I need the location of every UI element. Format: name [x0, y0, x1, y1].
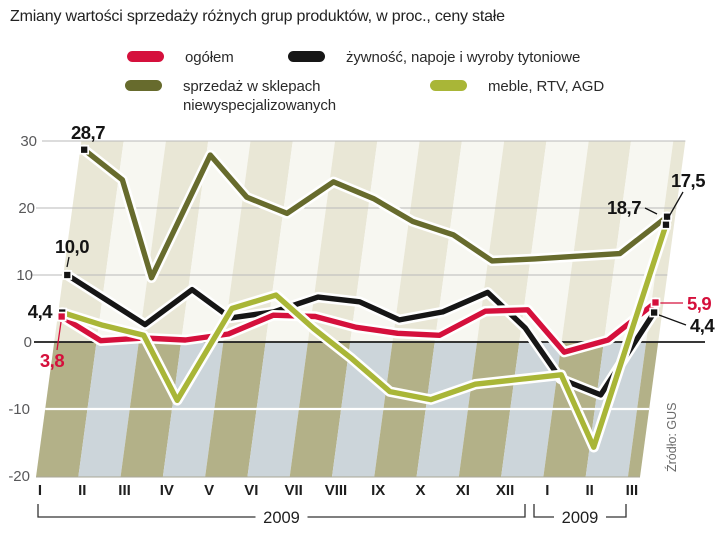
leader-line-end-meble	[666, 191, 684, 221]
point-marker-start-ogolem	[56, 311, 67, 322]
x-tick-label-1: I	[38, 482, 42, 499]
x-tick-label-13: I	[545, 482, 549, 499]
point-marker-start-sklepy	[79, 144, 90, 155]
stripe	[350, 141, 420, 342]
x-tick-label-2: II	[78, 482, 86, 499]
legend-label-ogolem: ogółem	[185, 49, 234, 66]
x-tick-label-3: III	[118, 482, 131, 499]
y-tick-label--10: -10	[8, 401, 30, 418]
x-tick-label-10: X	[416, 482, 426, 499]
y-axis-labels: 30 20 10 0 -10 -20	[8, 133, 37, 485]
x-tick-label-9: IX	[371, 482, 385, 499]
stripe	[519, 141, 589, 342]
value-label-start-sklepy: 28,7	[71, 122, 105, 143]
value-label-start-ogolem: 3,8	[40, 350, 64, 371]
legend-swatch-zywnosc	[288, 51, 325, 62]
point-marker-start-zywnosc	[62, 270, 73, 280]
year-bracket-line-1	[37, 504, 526, 518]
stripe	[96, 141, 166, 342]
legend-swatch-meble	[430, 80, 467, 91]
series-line-zywnosc	[64, 272, 657, 398]
legend-swatch-sklepy	[125, 80, 162, 91]
series-line-sklepy	[81, 146, 670, 281]
series-sklepy	[78, 144, 673, 283]
x-axis-labels: I II III IV V VI VII VIII IX X XI XII I II III	[38, 482, 638, 499]
legend-label-zywnosc: żywność, napoje i wyroby tytoniowe	[346, 49, 581, 66]
y-tick-label-0: 0	[24, 334, 32, 351]
x-tick-label-5: V	[204, 482, 214, 499]
point-marker-end-zywnosc	[649, 307, 659, 318]
y-tick-label-30: 30	[20, 133, 37, 150]
x-tick-label-7: VII	[285, 482, 303, 499]
legend-label-meble: meble, RTV, AGD	[488, 78, 605, 95]
series-line-meble	[59, 222, 669, 450]
value-label-end-ogolem: 5,9	[687, 293, 711, 314]
leader-line-start-zywnosc	[66, 256, 70, 268]
value-label-start-zywnosc: 10,0	[55, 236, 89, 257]
year-bracket-label-2: 2009	[562, 509, 599, 527]
value-label-end-sklepy: 18,7	[607, 197, 641, 218]
series-zywnosc	[62, 269, 660, 401]
x-tick-label-14: II	[585, 482, 593, 499]
leader-line-start-ogolem	[56, 321, 62, 351]
value-annotations: 28,710,04,43,818,717,55,94,4	[28, 122, 716, 371]
year-bracket-line-2	[533, 504, 627, 518]
legend-swatch-ogolem	[127, 51, 164, 62]
x-tick-label-11: XI	[456, 482, 470, 499]
stripe	[54, 141, 124, 342]
x-tick-label-6: VI	[244, 482, 258, 499]
legend-label-sklepy: sprzedaż w sklepach niewyspecjalizowanyc…	[183, 78, 336, 114]
value-label-start-meble: 4,4	[28, 301, 53, 322]
stripe	[223, 141, 293, 342]
leader-line-end-sklepy	[644, 207, 658, 215]
year-bracket-label-1: 2009	[263, 509, 300, 527]
value-label-end-zywnosc: 4,4	[690, 315, 715, 336]
series-line-ogolem	[59, 299, 659, 355]
y-tick-label-10: 10	[16, 267, 33, 284]
legend-item-ogolem: ogółem	[127, 48, 234, 67]
point-marker-end-meble	[661, 219, 671, 230]
legend-item-sklepy: sprzedaż w sklepach niewyspecjalizowanyc…	[125, 77, 361, 115]
stripe	[392, 141, 462, 342]
x-tick-label-4: IV	[160, 482, 174, 499]
x-tick-label-8: VIII	[325, 482, 348, 499]
stripe	[561, 141, 631, 342]
value-label-end-meble: 17,5	[671, 170, 705, 191]
legend-item-meble: meble, RTV, AGD	[430, 77, 604, 96]
year-brackets: 2009 2009	[37, 504, 627, 527]
source-note: Źródło: GUS	[664, 403, 679, 472]
leader-line-end-zywnosc	[658, 314, 687, 326]
y-tick-label--20: -20	[8, 468, 30, 485]
y-tick-label-20: 20	[18, 200, 35, 217]
point-marker-end-ogolem	[650, 297, 661, 308]
series-ogolem	[56, 297, 661, 358]
series-meble	[56, 219, 672, 453]
x-tick-label-15: III	[626, 482, 639, 499]
legend-item-zywnosc: żywność, napoje i wyroby tytoniowe	[288, 48, 580, 67]
x-tick-label-12: XII	[496, 482, 514, 499]
chart-title: Zmiany wartości sprzedaży różnych grup p…	[10, 8, 505, 25]
